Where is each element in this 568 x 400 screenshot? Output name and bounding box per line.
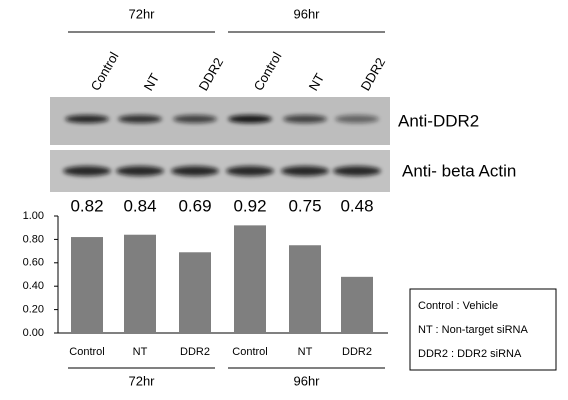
bar [341, 276, 373, 333]
x-tick-label: NT [133, 346, 148, 358]
band [335, 115, 379, 123]
bar [234, 225, 266, 333]
value-label: 0.48 [340, 196, 373, 215]
x-tick-label: DDR2 [180, 346, 210, 358]
lane-label: NT [141, 71, 163, 94]
group-label: 96hr [293, 373, 320, 388]
y-tick-label: 0.20 [23, 304, 44, 316]
band [116, 166, 164, 176]
y-tick-label: 1.00 [23, 210, 44, 222]
lane-label: Control [88, 49, 122, 93]
band [63, 166, 111, 176]
band [283, 115, 327, 123]
bar [289, 245, 321, 333]
band [65, 115, 109, 123]
legend-note: NT : Non-target siRNA [418, 324, 528, 336]
group-label: 72hr [128, 373, 155, 388]
y-tick-label: 0.40 [23, 280, 44, 292]
lane-label: DDR2 [196, 55, 227, 93]
legend-note: DDR2 : DDR2 siRNA [418, 348, 522, 360]
x-tick-label: Control [232, 346, 267, 358]
band [281, 166, 329, 176]
legend-box [409, 288, 557, 371]
y-tick-label: 0.80 [23, 233, 44, 245]
value-label: 0.69 [178, 196, 211, 215]
band [118, 115, 162, 123]
x-tick-label: NT [298, 346, 313, 358]
value-label: 0.84 [123, 196, 156, 215]
legend-note: Control : Vehicle [418, 300, 498, 312]
value-label: 0.92 [233, 196, 266, 215]
bar [179, 252, 211, 333]
band [333, 166, 381, 176]
band [228, 115, 272, 123]
band [171, 166, 219, 176]
bar [71, 237, 103, 333]
x-tick-label: DDR2 [342, 346, 372, 358]
blot-ddr2 [50, 97, 390, 145]
y-tick-label: 0.60 [23, 257, 44, 269]
band [226, 166, 274, 176]
bar [124, 234, 156, 333]
lane-label: Control [251, 49, 285, 93]
blot-label: Anti- beta Actin [402, 161, 516, 180]
lane-label: NT [306, 71, 328, 94]
blot-label: Anti-DDR2 [398, 111, 479, 130]
x-tick-label: Control [69, 346, 104, 358]
value-label: 0.82 [70, 196, 103, 215]
y-tick-label: 0.00 [23, 327, 44, 339]
lane-label: DDR2 [358, 55, 389, 93]
value-label: 0.75 [288, 196, 321, 215]
group-label: 72hr [128, 6, 155, 21]
group-label: 96hr [293, 6, 320, 21]
band [173, 115, 217, 123]
